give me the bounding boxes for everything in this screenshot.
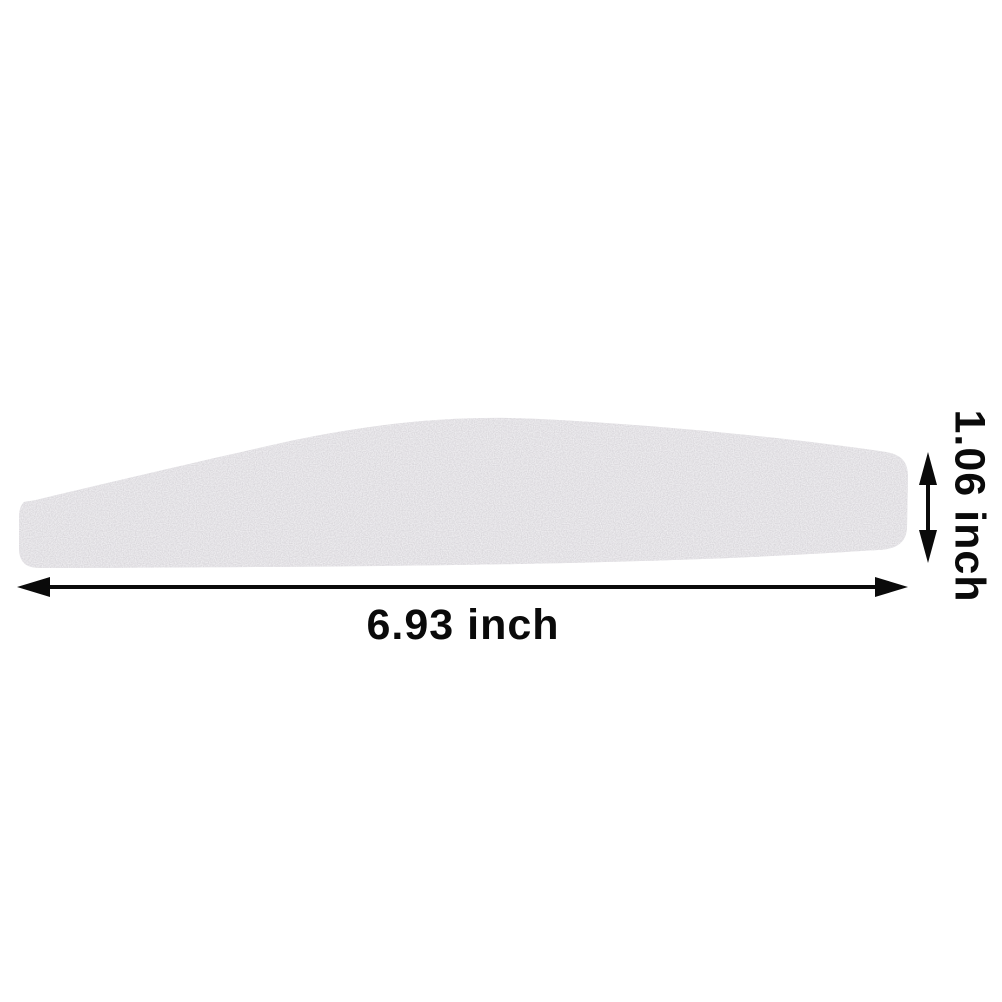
arrowhead-up-icon bbox=[919, 452, 937, 485]
arrowhead-down-icon bbox=[919, 530, 937, 563]
arrowhead-left-icon bbox=[17, 577, 50, 597]
width-dimension-arrow bbox=[17, 577, 908, 597]
height-dimension-arrow bbox=[919, 452, 937, 563]
nail-file bbox=[19, 417, 908, 568]
height-dimension-label: 1.06 inch bbox=[945, 409, 994, 603]
arrowhead-right-icon bbox=[875, 577, 908, 597]
width-dimension-label: 6.93 inch bbox=[366, 601, 560, 649]
nail-file-grit-dark bbox=[19, 417, 908, 568]
